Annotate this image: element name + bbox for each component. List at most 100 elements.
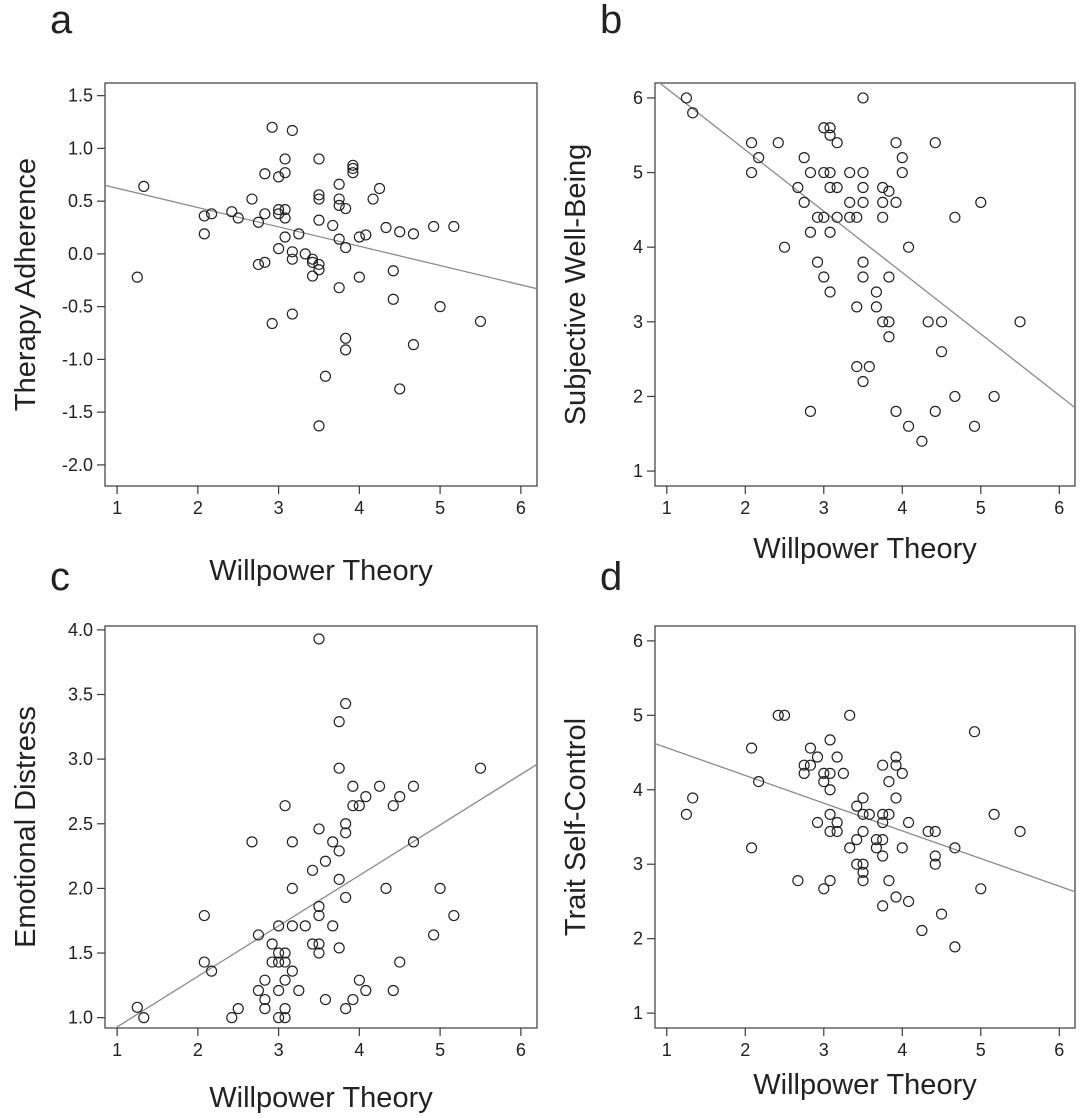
data-point bbox=[896, 152, 908, 164]
data-point bbox=[333, 762, 345, 774]
data-point bbox=[851, 858, 863, 870]
data-point bbox=[857, 181, 869, 194]
data-point bbox=[306, 864, 319, 876]
data-point bbox=[279, 212, 291, 224]
data-point bbox=[138, 180, 150, 192]
data-point bbox=[259, 256, 271, 268]
data-point bbox=[745, 137, 758, 149]
trend-line bbox=[658, 83, 1075, 409]
data-point bbox=[857, 874, 869, 887]
data-point bbox=[313, 633, 325, 645]
data-point bbox=[831, 751, 843, 763]
x-axis-title: Willpower Theory bbox=[753, 1069, 977, 1101]
x-tick-label: 1 bbox=[112, 498, 122, 518]
data-point bbox=[313, 214, 325, 226]
data-point bbox=[407, 228, 420, 240]
data-point bbox=[890, 196, 902, 209]
data-point bbox=[935, 316, 948, 328]
data-point bbox=[687, 107, 699, 119]
data-point bbox=[824, 734, 836, 746]
x-axis-title: Willpower Theory bbox=[209, 1082, 433, 1114]
x-tick-label: 4 bbox=[354, 498, 364, 518]
data-point bbox=[883, 775, 895, 788]
x-tick-label: 5 bbox=[435, 1040, 445, 1060]
data-point bbox=[286, 836, 298, 848]
data-point bbox=[877, 181, 889, 194]
y-axis-title: Therapy Adherence bbox=[10, 158, 42, 411]
data-point bbox=[353, 974, 365, 986]
data-point bbox=[353, 271, 365, 283]
data-point bbox=[804, 226, 817, 238]
data-point bbox=[975, 883, 987, 895]
y-tick-label: 1.0 bbox=[68, 138, 93, 158]
data-point bbox=[246, 836, 258, 848]
data-point bbox=[857, 825, 869, 838]
y-tick-label: 1 bbox=[633, 1003, 643, 1023]
data-point bbox=[745, 742, 758, 754]
data-point bbox=[857, 256, 869, 268]
data-point bbox=[347, 162, 359, 175]
y-tick-label: 3.5 bbox=[68, 685, 93, 705]
data-point bbox=[753, 775, 765, 788]
panel-c: c 1 2 3 4 5 6 1.0 1.5 2.0 2.5 3.0 3.5 4.0 Willpower Th… bbox=[10, 555, 538, 1114]
data-point bbox=[313, 900, 325, 913]
x-tick-label: 2 bbox=[740, 1040, 750, 1060]
data-point bbox=[259, 168, 271, 180]
data-point bbox=[394, 791, 406, 803]
data-layer bbox=[114, 633, 537, 1028]
data-point bbox=[313, 258, 325, 271]
data-point bbox=[333, 716, 345, 728]
data-point bbox=[131, 1001, 143, 1013]
data-point bbox=[434, 301, 446, 313]
y-tick-label: 0.0 bbox=[68, 244, 93, 264]
x-tick-label: 1 bbox=[662, 1040, 672, 1060]
y-tick-label: 3.0 bbox=[68, 749, 93, 769]
data-point bbox=[883, 185, 895, 197]
data-point bbox=[279, 1003, 291, 1015]
data-point bbox=[870, 301, 882, 313]
data-point bbox=[929, 825, 941, 838]
data-point bbox=[902, 241, 915, 253]
data-point bbox=[313, 264, 325, 276]
data-point bbox=[353, 231, 365, 243]
data-point bbox=[857, 792, 869, 804]
data-point bbox=[353, 800, 365, 812]
data-point bbox=[890, 792, 902, 804]
data-point bbox=[818, 122, 830, 134]
data-point bbox=[844, 842, 856, 854]
x-tick-label: 4 bbox=[897, 1040, 907, 1060]
data-point bbox=[968, 420, 981, 432]
y-tick-label: 2 bbox=[633, 929, 643, 949]
data-point bbox=[929, 858, 941, 870]
data-point bbox=[360, 791, 372, 803]
data-point bbox=[299, 248, 311, 260]
data-point bbox=[831, 816, 843, 829]
data-point bbox=[286, 308, 298, 320]
y-tick-label: 4 bbox=[633, 237, 643, 257]
data-point bbox=[387, 800, 399, 812]
data-point bbox=[824, 122, 836, 134]
data-point bbox=[824, 874, 836, 887]
y-tick-label: 2.5 bbox=[68, 814, 93, 834]
y-tick-label: 2 bbox=[633, 386, 643, 406]
x-tick-label: 4 bbox=[897, 498, 907, 518]
data-point bbox=[883, 874, 895, 887]
data-point bbox=[831, 137, 843, 149]
x-tick-label: 6 bbox=[1054, 1040, 1064, 1060]
data-point bbox=[745, 842, 758, 854]
data-point bbox=[333, 199, 345, 211]
x-tick-label: 5 bbox=[976, 498, 986, 518]
data-point bbox=[340, 697, 352, 710]
data-point bbox=[313, 420, 325, 432]
data-point bbox=[811, 211, 824, 223]
data-point bbox=[313, 909, 325, 922]
data-point bbox=[929, 137, 941, 149]
plot-frame bbox=[654, 82, 1076, 487]
data-point bbox=[286, 882, 298, 894]
data-point bbox=[279, 947, 291, 959]
x-tick-label: 6 bbox=[516, 1040, 526, 1060]
data-point bbox=[286, 920, 298, 932]
data-point bbox=[131, 271, 143, 283]
data-point bbox=[252, 216, 265, 228]
data-point bbox=[279, 974, 291, 986]
